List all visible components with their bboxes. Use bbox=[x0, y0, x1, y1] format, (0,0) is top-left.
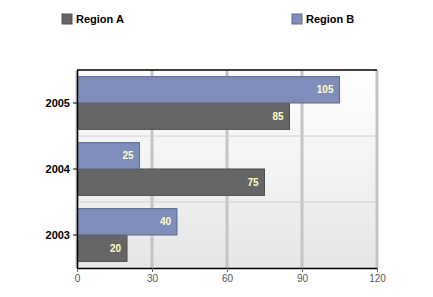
chart: 20 75 85 40 25 105 0 30 60 90 120 2003 2004 2005 Regio… bbox=[0, 0, 433, 297]
x-tick: 0 bbox=[75, 268, 81, 284]
x-tick-mark bbox=[227, 268, 228, 272]
bar bbox=[77, 209, 177, 235]
x-tick: 60 bbox=[222, 268, 234, 284]
data-label: 40 bbox=[160, 216, 172, 227]
x-tick-label: 60 bbox=[222, 273, 234, 284]
grid-line bbox=[376, 70, 379, 268]
x-tick-mark bbox=[302, 268, 303, 272]
y-tick: 2003 bbox=[46, 229, 77, 241]
bar bbox=[77, 103, 290, 129]
data-label: 20 bbox=[110, 243, 122, 254]
x-tick-mark bbox=[377, 268, 378, 272]
legend-item: Region A bbox=[62, 13, 124, 25]
data-label: 25 bbox=[122, 150, 134, 161]
data-label: 75 bbox=[247, 177, 259, 188]
x-tick: 30 bbox=[147, 268, 159, 284]
category-separators bbox=[77, 136, 377, 202]
y-tick: 2005 bbox=[46, 97, 77, 109]
legend-label: Region B bbox=[306, 13, 354, 25]
frame-top bbox=[77, 69, 377, 71]
y-tick-mark bbox=[73, 235, 77, 236]
data-label: 105 bbox=[317, 84, 334, 95]
category-separator bbox=[77, 202, 377, 203]
legend-label: Region A bbox=[76, 13, 124, 25]
legend-swatch bbox=[62, 14, 72, 24]
bar bbox=[77, 169, 265, 195]
plot-background bbox=[77, 70, 377, 268]
x-tick-mark bbox=[77, 268, 78, 272]
x-tick-label: 120 bbox=[369, 273, 386, 284]
bar bbox=[77, 235, 127, 261]
plot: 20 75 85 40 25 105 0 30 60 90 120 2003 2004 2005 bbox=[46, 70, 387, 284]
x-tick: 120 bbox=[369, 268, 386, 284]
y-tick: 2004 bbox=[46, 163, 77, 175]
y-tick-mark bbox=[73, 169, 77, 170]
bar bbox=[77, 143, 140, 169]
y-axis: 2003 2004 2005 bbox=[46, 71, 78, 269]
legend: Region A Region B bbox=[62, 13, 354, 25]
bar bbox=[77, 77, 340, 103]
y-tick-mark bbox=[73, 103, 77, 104]
x-tick-label: 30 bbox=[147, 273, 159, 284]
x-tick: 90 bbox=[297, 268, 309, 284]
y-tick-label: 2004 bbox=[46, 163, 71, 175]
data-labels: 20 75 85 40 25 105 bbox=[110, 84, 334, 253]
x-axis: 0 30 60 90 120 bbox=[75, 268, 387, 284]
x-tick-label: 0 bbox=[75, 273, 81, 284]
grid bbox=[77, 70, 377, 268]
bars bbox=[77, 77, 340, 262]
legend-swatch bbox=[292, 14, 302, 24]
category-separator bbox=[77, 136, 377, 137]
data-label: 85 bbox=[272, 111, 284, 122]
x-tick-label: 90 bbox=[297, 273, 309, 284]
y-tick-label: 2003 bbox=[46, 229, 70, 241]
legend-item: Region B bbox=[292, 13, 354, 25]
y-tick-label: 2005 bbox=[46, 97, 70, 109]
x-tick-mark bbox=[152, 268, 153, 272]
